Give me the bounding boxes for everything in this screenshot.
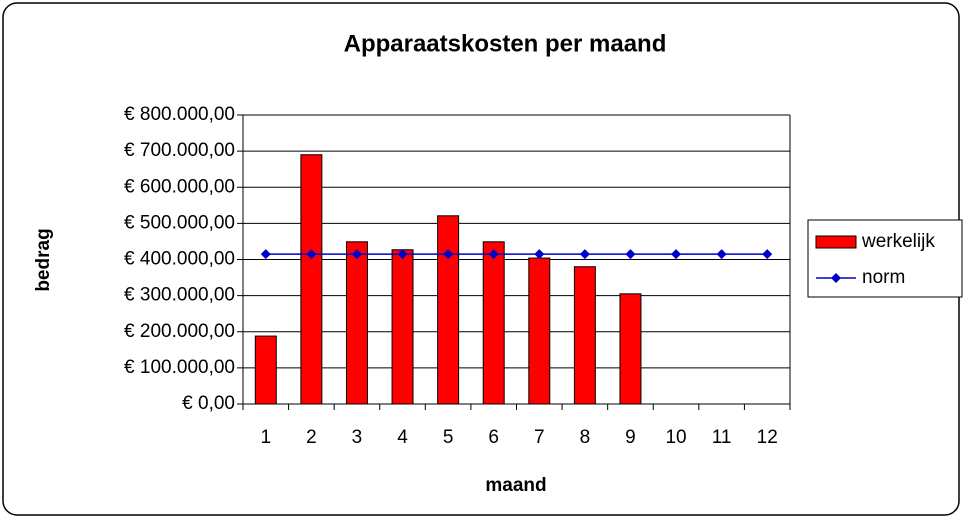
bar (619, 293, 642, 405)
bar (254, 335, 277, 405)
bar (300, 154, 323, 405)
x-tick-label: 6 (488, 427, 499, 448)
y-tick-label: € 800.000,00 (124, 104, 235, 125)
y-tick-label: € 100.000,00 (124, 357, 235, 378)
y-tick-label: € 500.000,00 (124, 212, 235, 233)
x-tick-label: 9 (625, 427, 636, 448)
line-marker (625, 249, 636, 260)
x-tick-label: 12 (757, 427, 778, 448)
legend-label: norm (862, 267, 905, 288)
legend-box (807, 219, 963, 298)
x-tick-label: 10 (665, 427, 686, 448)
x-tick-label: 2 (306, 427, 317, 448)
y-tick-label: € 200.000,00 (124, 321, 235, 342)
line-marker (397, 249, 408, 260)
line-marker (488, 249, 499, 260)
bar (437, 215, 460, 405)
line-marker (671, 249, 682, 260)
y-tick-label: € 700.000,00 (124, 140, 235, 161)
y-tick-label: € 400.000,00 (124, 249, 235, 270)
legend-label: werkelijk (861, 231, 935, 252)
x-axis-label: maand (485, 475, 546, 496)
line-marker (716, 249, 727, 260)
y-axis-label: bedrag (33, 228, 54, 291)
x-tick-label: 11 (712, 427, 732, 448)
line-marker (260, 249, 271, 260)
bar (482, 241, 505, 405)
bar (345, 241, 368, 405)
x-tick-label: 8 (580, 427, 591, 448)
bar (391, 249, 414, 405)
line-marker (579, 249, 590, 260)
x-tick-label: 4 (397, 427, 408, 448)
bar (528, 257, 551, 405)
line-marker (306, 249, 317, 260)
bar (573, 266, 596, 405)
y-tick-label: € 600.000,00 (124, 176, 235, 197)
line-marker (351, 249, 362, 260)
line-marker (443, 249, 454, 260)
chart-title: Apparaatskosten per maand (344, 30, 667, 57)
y-tick-label: € 300.000,00 (124, 285, 235, 306)
line-marker (534, 249, 545, 260)
legend-swatch (815, 235, 857, 249)
x-tick-label: 1 (261, 427, 272, 448)
y-tick-label: € 0,00 (182, 393, 235, 414)
x-tick-label: 3 (352, 427, 363, 448)
x-tick-label: 5 (443, 427, 454, 448)
line-marker (762, 249, 773, 260)
x-tick-label: 7 (534, 427, 545, 448)
legend-marker (831, 273, 841, 283)
